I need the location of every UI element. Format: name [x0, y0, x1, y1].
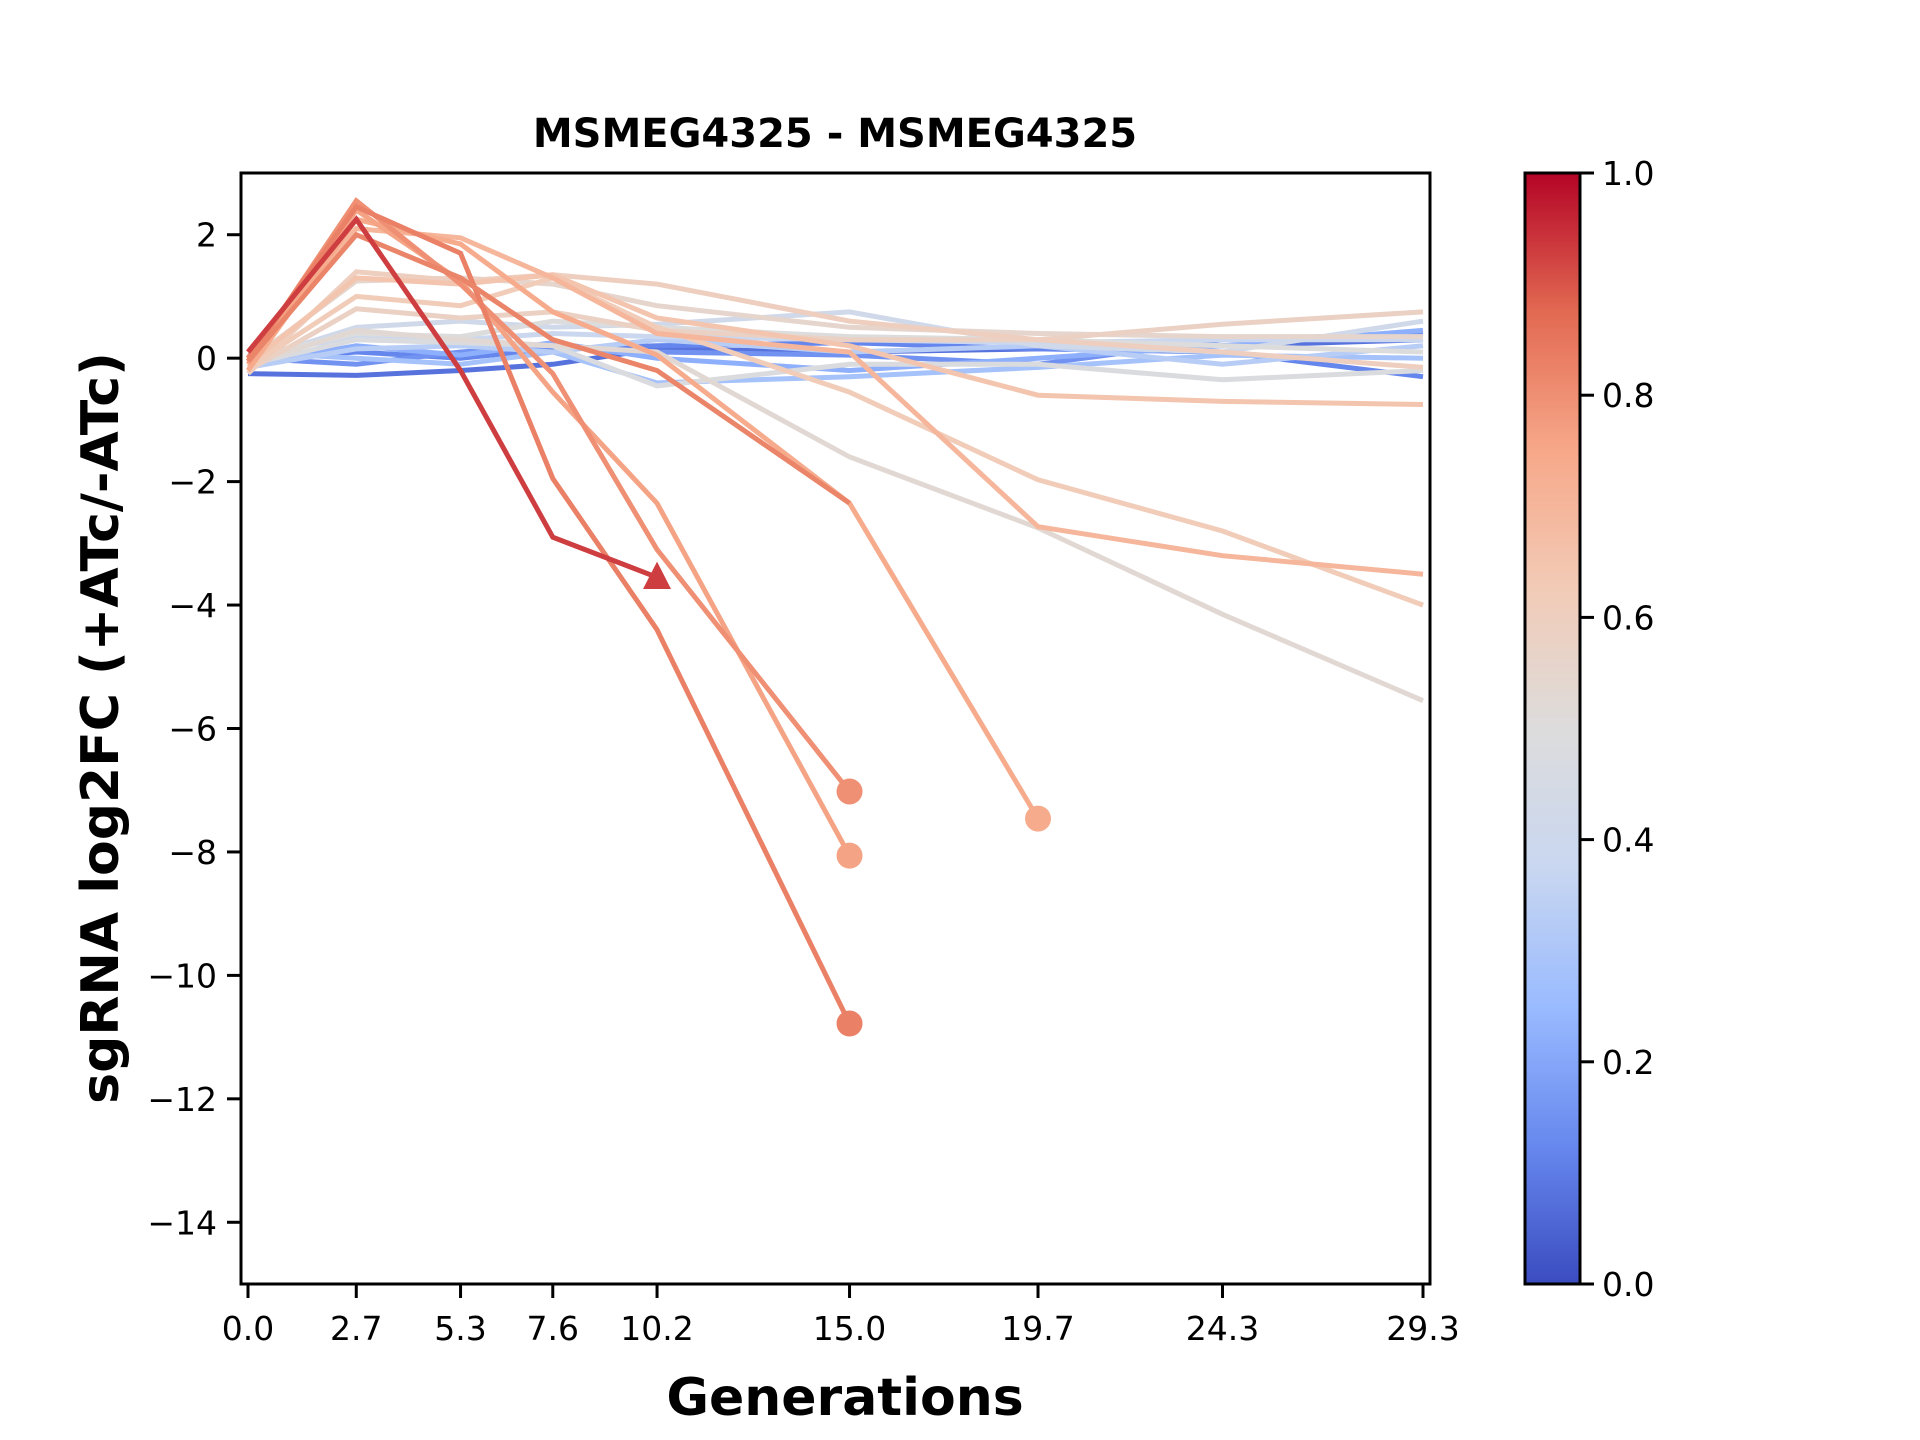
x-axis-label: Generations: [666, 1368, 1023, 1428]
colorbar-tick-label: 0.2: [1602, 1043, 1654, 1082]
series-line-9: [247, 337, 1424, 389]
y-tick-label: −6: [168, 710, 217, 749]
series-line-6: [247, 337, 1424, 370]
series-line-13: [246, 306, 1424, 373]
end-marker-circle: [1025, 805, 1052, 832]
series-line-14: [246, 269, 1424, 376]
marker-layer: [643, 561, 1052, 1037]
colorbar-tick-label: 0.4: [1602, 821, 1654, 860]
end-marker-circle: [836, 842, 863, 869]
x-axis-ticks: 0.0 2.7 5.3 7.6 10.2 15.0 19.7 24.3 29.3: [222, 1284, 1460, 1348]
y-axis-ticks: 2 0 −2 −4 −6 −8 −10 −12 −14: [147, 216, 241, 1242]
x-tick-label: 10.2: [620, 1309, 693, 1348]
x-tick-label: 15.0: [813, 1309, 886, 1348]
y-tick-label: −4: [168, 586, 217, 625]
x-tick-label: 0.0: [222, 1309, 274, 1348]
y-tick-label: 2: [196, 216, 217, 255]
y-tick-label: 0: [196, 339, 217, 378]
y-tick-label: −10: [147, 956, 217, 995]
end-marker-circle: [836, 778, 863, 805]
y-tick-label: −14: [147, 1203, 217, 1242]
x-tick-label: 19.7: [1001, 1309, 1074, 1348]
x-tick-label: 2.7: [330, 1309, 382, 1348]
colorbar-tick-label: 0.0: [1602, 1265, 1654, 1304]
chart-title: MSMEG4325 - MSMEG4325: [533, 111, 1137, 157]
colorbar-ticks: 0.0 0.2 0.4 0.6 0.8 1.0: [1580, 154, 1654, 1304]
series-line-7: [247, 330, 1423, 358]
colorbar: [1523, 171, 1582, 1286]
x-tick-label: 29.3: [1386, 1309, 1459, 1348]
colorbar-tick-label: 0.8: [1602, 376, 1654, 415]
series-line-23: [246, 215, 658, 580]
colorbar-tick-label: 1.0: [1602, 154, 1654, 193]
y-tick-label: −8: [168, 833, 217, 872]
series-line-22: [246, 231, 851, 506]
y-tick-label: −2: [168, 463, 217, 502]
series-line-11: [247, 327, 1424, 703]
series-layer: [245, 197, 1424, 1025]
series-line-16: [246, 272, 1424, 407]
colorbar-tick-label: 0.6: [1602, 598, 1654, 637]
x-tick-label: 5.3: [434, 1309, 486, 1348]
end-marker-circle: [836, 1010, 863, 1037]
series-line-15: [246, 275, 1424, 608]
end-marker-triangle: [643, 561, 672, 589]
x-tick-label: 7.6: [527, 1309, 579, 1348]
y-axis-label: sgRNA log2FC (+ATc/-ATc): [71, 352, 131, 1104]
x-tick-label: 24.3: [1186, 1309, 1259, 1348]
y-tick-label: −12: [147, 1080, 217, 1119]
series-line-21: [245, 203, 852, 1025]
series-line-20: [245, 197, 852, 794]
